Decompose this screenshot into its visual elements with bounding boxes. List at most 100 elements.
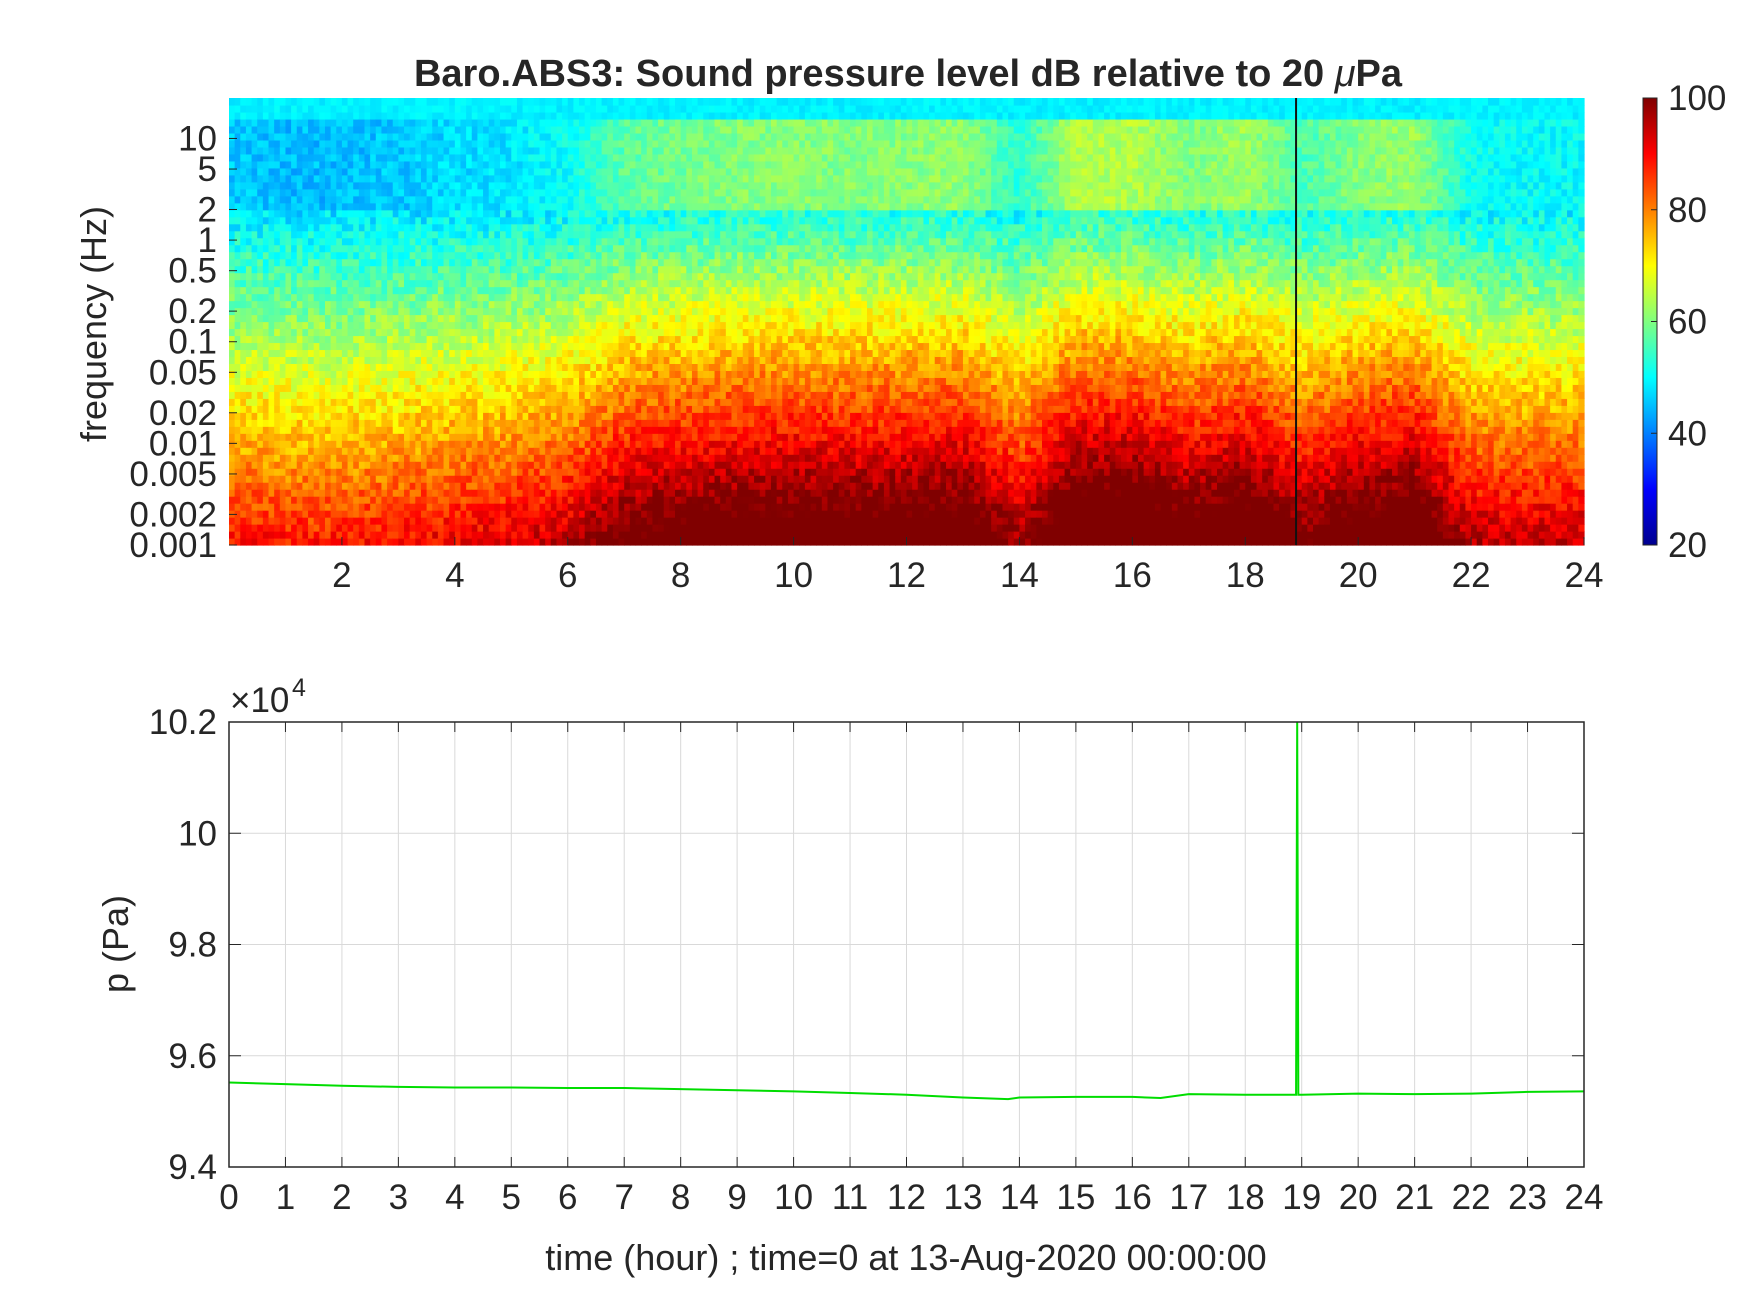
heatmap-cell xyxy=(381,391,388,399)
heatmap-cell xyxy=(505,370,512,378)
heatmap-cell xyxy=(285,188,292,197)
heatmap-cell xyxy=(319,349,326,358)
heatmap-cell xyxy=(370,279,377,288)
heatmap-cell xyxy=(392,468,399,476)
heatmap-cell xyxy=(567,251,574,260)
heatmap-cell xyxy=(302,279,309,288)
heatmap-cell xyxy=(381,104,388,113)
heatmap-cell xyxy=(556,139,563,148)
heatmap-cell xyxy=(449,426,456,434)
heatmap-cell xyxy=(268,489,275,497)
heatmap-cell xyxy=(353,391,360,399)
heatmap-cell xyxy=(635,251,642,260)
heatmap-cell xyxy=(663,181,670,190)
heatmap-cell xyxy=(330,349,337,358)
heatmap-cell xyxy=(612,286,620,295)
heatmap-cell xyxy=(528,440,535,448)
heatmap-cell xyxy=(336,363,343,371)
heatmap-cell xyxy=(279,244,287,253)
heatmap-cell xyxy=(550,510,558,518)
heatmap-cell xyxy=(234,209,241,218)
heatmap-cell xyxy=(483,160,490,169)
heatmap-cell xyxy=(494,314,501,323)
heatmap-cell xyxy=(533,153,541,162)
heatmap-cell xyxy=(629,440,637,448)
heatmap-cell xyxy=(229,356,236,364)
heatmap-cell xyxy=(240,272,247,281)
heatmap-cell xyxy=(494,363,501,371)
heatmap-cell xyxy=(590,524,597,532)
heatmap-cell xyxy=(454,230,462,239)
heatmap-cell xyxy=(449,447,456,455)
heatmap-cell xyxy=(624,342,631,351)
heatmap-cell xyxy=(533,531,541,539)
heatmap-cell xyxy=(409,503,416,511)
heatmap-cell xyxy=(234,405,241,413)
heatmap-cell xyxy=(341,174,349,183)
heatmap-cell xyxy=(336,293,343,302)
heatmap-cell xyxy=(291,209,298,218)
heatmap-cell xyxy=(330,370,337,378)
heatmap-cell xyxy=(505,510,512,518)
heatmap-cell xyxy=(251,230,258,239)
heatmap-cell xyxy=(539,293,546,302)
heatmap-cell xyxy=(646,174,654,183)
heatmap-cell xyxy=(612,167,620,176)
heatmap-cell xyxy=(624,426,631,434)
heatmap-cell xyxy=(364,258,371,267)
heatmap-cell xyxy=(296,174,303,183)
heatmap-cell xyxy=(279,412,287,420)
heatmap-cell xyxy=(516,98,524,106)
heatmap-cell xyxy=(234,510,241,518)
heatmap-cell xyxy=(483,503,490,511)
heatmap-cell xyxy=(347,363,354,371)
heatmap-cell xyxy=(505,489,512,497)
heatmap-cell xyxy=(313,188,320,197)
heatmap-cell xyxy=(500,510,507,518)
heatmap-cell xyxy=(302,384,309,392)
heatmap-cell xyxy=(652,475,659,483)
heatmap-cell xyxy=(562,447,569,455)
heatmap-cell xyxy=(251,181,258,190)
heatmap-cell xyxy=(404,510,411,518)
heatmap-cell xyxy=(511,433,518,441)
heatmap-cell xyxy=(404,503,411,511)
heatmap-cell xyxy=(245,440,253,448)
heatmap-cell xyxy=(652,349,659,358)
heatmap-cell xyxy=(511,356,518,364)
heatmap-cell xyxy=(415,251,422,260)
heatmap-cell xyxy=(641,405,648,413)
heatmap-cell xyxy=(279,475,287,483)
heatmap-cell xyxy=(658,265,665,274)
heatmap-cell xyxy=(488,363,495,371)
heatmap-cell xyxy=(387,461,394,469)
heatmap-cell xyxy=(437,181,445,190)
heatmap-cell xyxy=(251,461,258,469)
heatmap-cell xyxy=(466,118,473,127)
heatmap-cell xyxy=(420,272,428,281)
heatmap-cell xyxy=(545,300,552,309)
heatmap-cell xyxy=(658,321,665,330)
heatmap-cell xyxy=(545,447,552,455)
heatmap-cell xyxy=(268,531,275,539)
heatmap-cell xyxy=(324,496,332,504)
heatmap-cell xyxy=(364,293,371,302)
heatmap-cell xyxy=(347,223,354,232)
heatmap-cell xyxy=(432,398,439,406)
heatmap-cell xyxy=(387,209,394,218)
heatmap-cell xyxy=(415,342,422,351)
heatmap-cell xyxy=(601,223,608,232)
heatmap-cell xyxy=(443,139,450,148)
heatmap-cell xyxy=(579,139,586,148)
heatmap-cell xyxy=(635,167,642,176)
heatmap-cell xyxy=(652,405,659,413)
heatmap-cell xyxy=(533,391,541,399)
heatmap-cell xyxy=(313,517,320,525)
heatmap-cell xyxy=(319,468,326,476)
heatmap-cell xyxy=(324,447,332,455)
heatmap-cell xyxy=(308,153,315,162)
heatmap-cell xyxy=(556,153,563,162)
heatmap-cell xyxy=(629,181,637,190)
heatmap-cell xyxy=(483,538,490,546)
heatmap-cell xyxy=(347,174,354,183)
